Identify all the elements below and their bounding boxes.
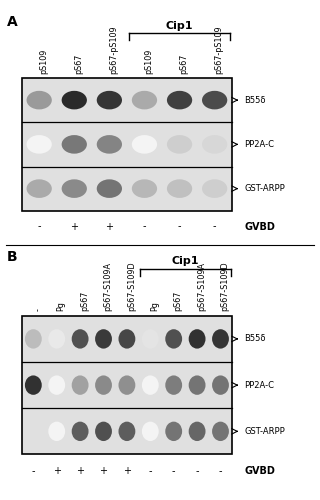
Ellipse shape [72,376,89,395]
Bar [22,78,232,211]
Ellipse shape [167,135,192,154]
Text: +: + [100,466,108,476]
Text: -: - [213,222,216,232]
Text: GST-ARPP: GST-ARPP [244,184,285,193]
Ellipse shape [142,422,159,441]
Text: A: A [7,15,17,29]
Ellipse shape [27,135,52,154]
Text: pS67: pS67 [80,290,89,311]
Ellipse shape [118,376,135,395]
Ellipse shape [48,422,65,441]
Ellipse shape [167,180,192,198]
Text: -: - [33,308,42,311]
Text: -: - [32,466,35,476]
Ellipse shape [212,422,229,441]
Text: pS109: pS109 [39,48,48,74]
Text: +: + [123,466,131,476]
Ellipse shape [202,180,227,198]
Text: -: - [172,466,175,476]
Text: PP2A-C: PP2A-C [244,140,274,149]
Ellipse shape [97,180,122,198]
Ellipse shape [132,135,157,154]
Text: B55δ: B55δ [244,334,266,344]
Text: pS67-S109D: pS67-S109D [220,262,229,311]
Text: GST-ARPP: GST-ARPP [244,427,285,436]
Ellipse shape [118,422,135,441]
Ellipse shape [189,376,205,395]
Text: Cip1: Cip1 [172,256,199,266]
Text: pS67-S109A: pS67-S109A [103,262,113,311]
Ellipse shape [142,376,159,395]
Ellipse shape [202,91,227,110]
Ellipse shape [97,91,122,110]
Text: -: - [37,222,41,232]
Text: -: - [143,222,146,232]
Text: -: - [219,466,222,476]
Text: Cip1: Cip1 [166,20,193,31]
Ellipse shape [95,422,112,441]
Ellipse shape [25,329,42,348]
Ellipse shape [212,376,229,395]
Ellipse shape [132,91,157,110]
Ellipse shape [62,135,87,154]
Ellipse shape [132,180,157,198]
Text: -: - [195,466,199,476]
Text: Pg: Pg [57,301,66,311]
Text: GVBD: GVBD [244,466,275,476]
Text: -: - [178,222,181,232]
Ellipse shape [27,180,52,198]
Text: B: B [7,250,17,264]
Text: +: + [105,222,113,232]
Ellipse shape [212,329,229,348]
Text: +: + [53,466,61,476]
Text: Pg: Pg [150,301,159,311]
Ellipse shape [95,376,112,395]
Text: +: + [76,466,84,476]
Text: -: - [148,466,152,476]
Ellipse shape [25,376,42,395]
Text: pS67-S109A: pS67-S109A [197,262,206,311]
Ellipse shape [48,376,65,395]
Ellipse shape [142,329,159,348]
Ellipse shape [165,329,182,348]
Text: B55δ: B55δ [244,96,266,104]
Text: pS67: pS67 [180,53,188,74]
Text: pS67-S109D: pS67-S109D [127,262,136,311]
Ellipse shape [165,422,182,441]
Text: +: + [70,222,78,232]
Text: pS67: pS67 [174,290,183,311]
Text: PP2A-C: PP2A-C [244,380,274,390]
Bar [22,316,232,454]
Ellipse shape [62,91,87,110]
Ellipse shape [27,91,52,110]
Ellipse shape [118,329,135,348]
Ellipse shape [95,329,112,348]
Ellipse shape [48,329,65,348]
Ellipse shape [189,422,205,441]
Text: pS67: pS67 [74,53,83,74]
Text: pS109: pS109 [144,48,154,74]
Text: GVBD: GVBD [244,222,275,232]
Ellipse shape [62,180,87,198]
Ellipse shape [189,329,205,348]
Ellipse shape [202,135,227,154]
Ellipse shape [97,135,122,154]
Text: pS67-pS109: pS67-pS109 [215,25,224,74]
Ellipse shape [165,376,182,395]
Ellipse shape [72,422,89,441]
Ellipse shape [72,329,89,348]
Ellipse shape [167,91,192,110]
Text: pS67-pS109: pS67-pS109 [109,25,118,74]
